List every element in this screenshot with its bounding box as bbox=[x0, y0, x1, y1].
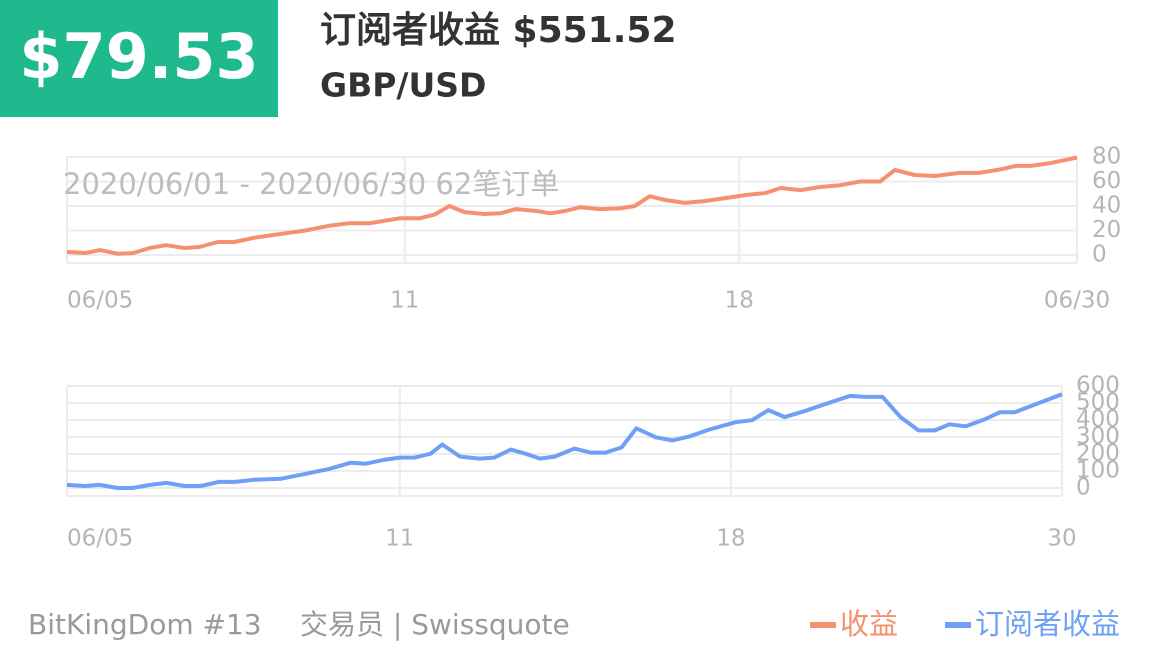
line bbox=[66, 155, 1078, 256]
title: 订阅者收益 $551.52 bbox=[320, 10, 677, 51]
y-tick-label: 100 bbox=[1076, 458, 1120, 484]
y-tick-label: 80 bbox=[1092, 144, 1121, 170]
y-tick-label: 300 bbox=[1076, 424, 1120, 450]
y-tick-label: 500 bbox=[1076, 390, 1120, 416]
x-tick-label: 06/30 bbox=[1044, 288, 1110, 314]
y-tick-label: 60 bbox=[1092, 168, 1121, 194]
legend-label: 订阅者收益 bbox=[975, 607, 1120, 641]
price: $79.53 bbox=[19, 20, 258, 93]
author: BitKingDom #13 bbox=[28, 608, 262, 641]
x-tick-label: 18 bbox=[716, 526, 745, 552]
x-tick-label: 11 bbox=[385, 526, 414, 552]
x-tick-label: 06/05 bbox=[67, 526, 133, 552]
legend-label: 收益 bbox=[840, 607, 898, 641]
legend-swatch bbox=[945, 622, 971, 628]
broker: 交易员 | Swissquote bbox=[300, 608, 570, 641]
y-tick-label: 400 bbox=[1076, 407, 1120, 433]
x-tick-label: 06/05 bbox=[67, 288, 133, 314]
y-tick-label: 200 bbox=[1076, 441, 1120, 467]
line bbox=[66, 392, 1063, 490]
x-tick-label: 18 bbox=[725, 288, 754, 314]
y-tick-label: 40 bbox=[1092, 193, 1121, 219]
subtitle: 2020/06/01 - 2020/06/30 62笔订单 bbox=[63, 167, 559, 201]
price-box bbox=[0, 0, 278, 117]
y-tick-label: 20 bbox=[1092, 217, 1121, 243]
pair: GBP/USD bbox=[320, 66, 486, 105]
y-tick-label: 0 bbox=[1092, 242, 1107, 268]
y-tick-label: 600 bbox=[1076, 373, 1120, 399]
x-tick-label: 11 bbox=[390, 288, 419, 314]
x-tick-label: 30 bbox=[1047, 526, 1076, 552]
legend-swatch bbox=[810, 622, 836, 628]
y-tick-label: 0 bbox=[1076, 475, 1091, 501]
